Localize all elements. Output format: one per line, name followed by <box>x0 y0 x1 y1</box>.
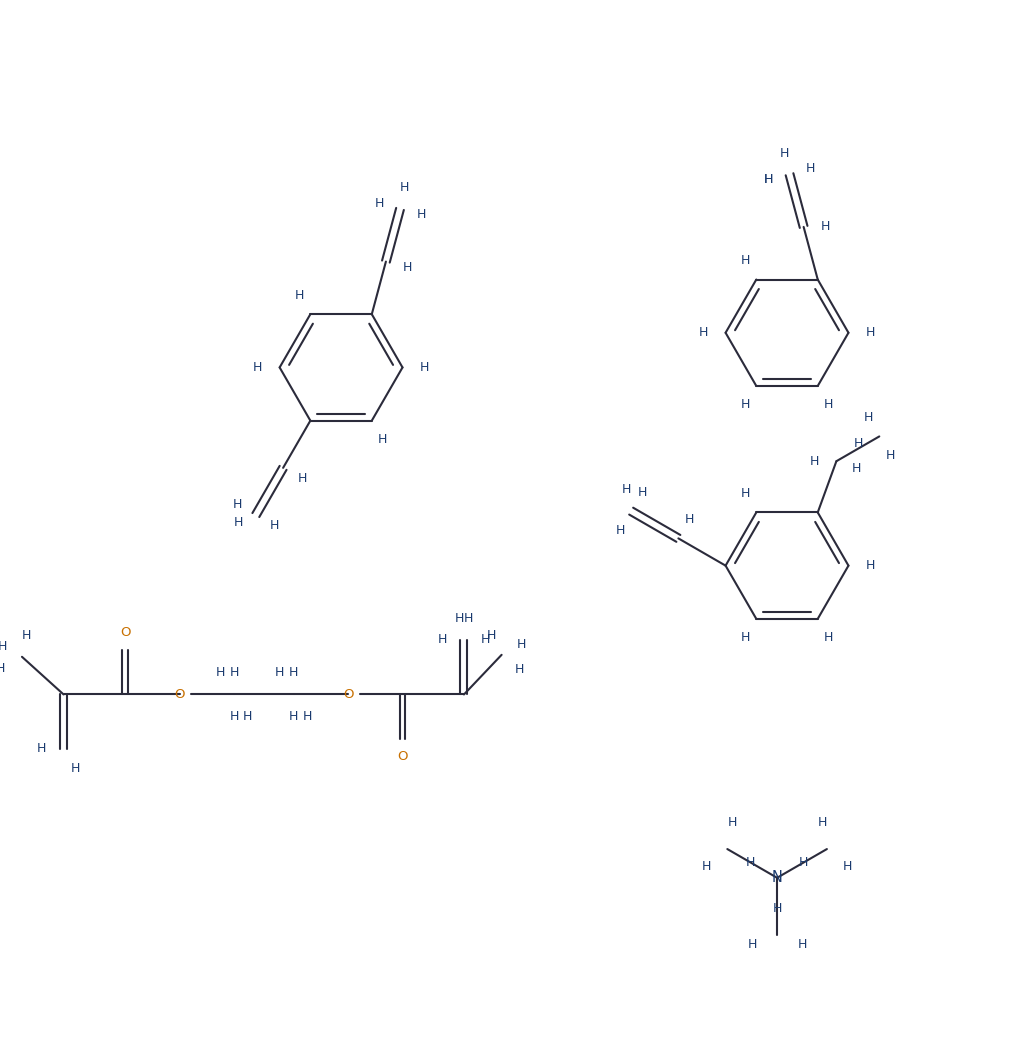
Text: H: H <box>741 487 750 500</box>
Text: H: H <box>799 856 808 869</box>
Text: H: H <box>741 398 750 411</box>
Text: H: H <box>622 482 631 496</box>
Text: H: H <box>746 856 755 869</box>
Text: H: H <box>274 666 285 679</box>
Text: H: H <box>438 634 447 646</box>
Text: H: H <box>232 498 242 511</box>
Text: H: H <box>517 638 526 652</box>
Text: H: H <box>298 472 307 486</box>
Text: H: H <box>864 411 873 424</box>
Text: H: H <box>487 628 496 641</box>
Text: H: H <box>638 486 647 499</box>
Text: H: H <box>454 612 464 624</box>
Text: H: H <box>378 433 387 446</box>
Text: H: H <box>820 221 830 233</box>
Text: H: H <box>824 398 833 411</box>
Text: H: H <box>806 162 815 176</box>
Text: H: H <box>886 449 895 461</box>
Text: H: H <box>0 662 5 675</box>
Text: H: H <box>270 519 279 533</box>
Text: H: H <box>810 455 819 468</box>
Text: H: H <box>289 666 299 679</box>
Text: H: H <box>417 208 426 221</box>
Text: H: H <box>400 181 410 193</box>
Text: H: H <box>853 462 862 475</box>
Text: H: H <box>253 360 262 374</box>
Text: O: O <box>398 750 408 763</box>
Text: H: H <box>71 762 80 776</box>
Text: H: H <box>824 632 833 644</box>
Text: H: H <box>854 437 864 451</box>
Text: H: H <box>0 640 7 654</box>
Text: H: H <box>684 513 694 526</box>
Text: H: H <box>699 326 708 339</box>
Text: H: H <box>817 817 827 829</box>
Text: H: H <box>780 147 790 160</box>
Text: H: H <box>37 742 46 756</box>
Text: H: H <box>481 634 490 646</box>
Text: H: H <box>866 559 875 572</box>
Text: H: H <box>764 173 773 186</box>
Text: H: H <box>303 709 312 723</box>
Text: H: H <box>243 709 252 723</box>
Text: H: H <box>843 860 852 872</box>
Text: H: H <box>727 817 737 829</box>
Text: H: H <box>866 326 875 339</box>
Text: H: H <box>229 709 239 723</box>
Text: H: H <box>403 261 412 273</box>
Text: H: H <box>615 523 625 536</box>
Text: H: H <box>464 612 473 624</box>
Text: H: H <box>233 516 243 530</box>
Text: H: H <box>420 360 429 374</box>
Text: H: H <box>702 860 711 872</box>
Text: O: O <box>175 688 185 701</box>
Text: H: H <box>748 937 757 951</box>
Text: H: H <box>773 902 782 915</box>
Text: H: H <box>374 197 383 210</box>
Text: H: H <box>797 937 807 951</box>
Text: H: H <box>22 628 31 641</box>
Text: O: O <box>343 688 353 701</box>
Text: H: H <box>216 666 225 679</box>
Text: H: H <box>741 632 750 644</box>
Text: H: H <box>515 663 524 676</box>
Text: O: O <box>120 625 130 639</box>
Text: N: N <box>772 870 783 885</box>
Text: H: H <box>289 709 299 723</box>
Text: H: H <box>295 289 304 302</box>
Text: H: H <box>741 254 750 267</box>
Text: H: H <box>764 173 773 186</box>
Text: H: H <box>229 666 239 679</box>
